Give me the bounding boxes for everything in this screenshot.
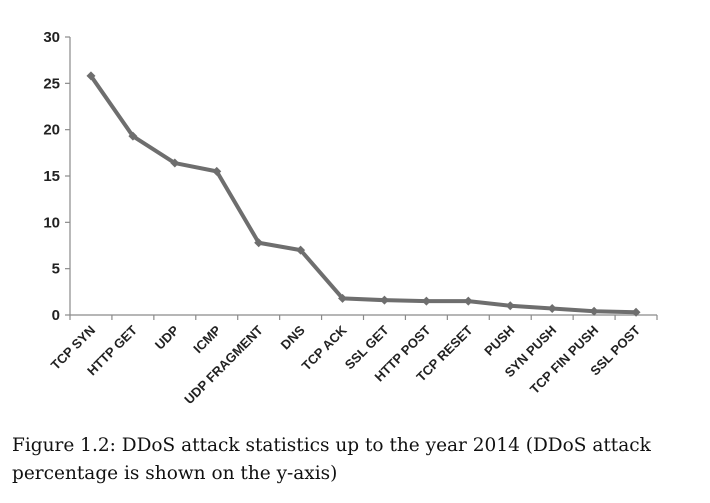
y-tick-label: 15 [43, 168, 60, 185]
data-point-marker [254, 238, 264, 248]
y-tick-label: 5 [52, 261, 60, 278]
y-tick-label: 10 [43, 214, 60, 231]
data-point-marker [128, 131, 138, 141]
data-point-marker [379, 295, 389, 305]
y-tick-label: 30 [43, 29, 60, 46]
x-tick-label: PUSH [481, 323, 517, 359]
data-point-marker [296, 245, 306, 255]
data-point-marker [463, 296, 473, 306]
data-point-marker [505, 301, 515, 311]
caption-text: DDoS attack statistics up to the year 20… [12, 435, 651, 484]
data-point-marker [547, 304, 557, 314]
caption-label: Figure 1.2: [12, 435, 116, 456]
y-tick-label: 25 [43, 75, 60, 92]
data-point-marker [421, 296, 431, 306]
y-tick-label: 0 [52, 307, 60, 324]
y-axis-ticks: 0 5 10 15 20 25 30 [43, 29, 70, 324]
data-point-marker [86, 71, 96, 81]
x-tick-label: UDP [152, 322, 182, 352]
data-point-marker [170, 158, 180, 168]
data-point-marker [631, 307, 641, 317]
data-point-marker [338, 293, 348, 303]
x-tick-label: DNS [278, 322, 308, 352]
series-group [86, 71, 641, 317]
y-tick-label: 20 [43, 122, 60, 139]
data-point-marker [589, 306, 599, 316]
x-tick-label: ICMP [190, 322, 224, 356]
series-line [88, 73, 639, 315]
figure-caption: Figure 1.2: DDoS attack statistics up to… [12, 432, 692, 488]
x-tick-label: UDP FRAGMENT [181, 322, 266, 407]
x-tick-label: TCP ACK [299, 322, 350, 373]
data-point-marker [212, 166, 222, 176]
